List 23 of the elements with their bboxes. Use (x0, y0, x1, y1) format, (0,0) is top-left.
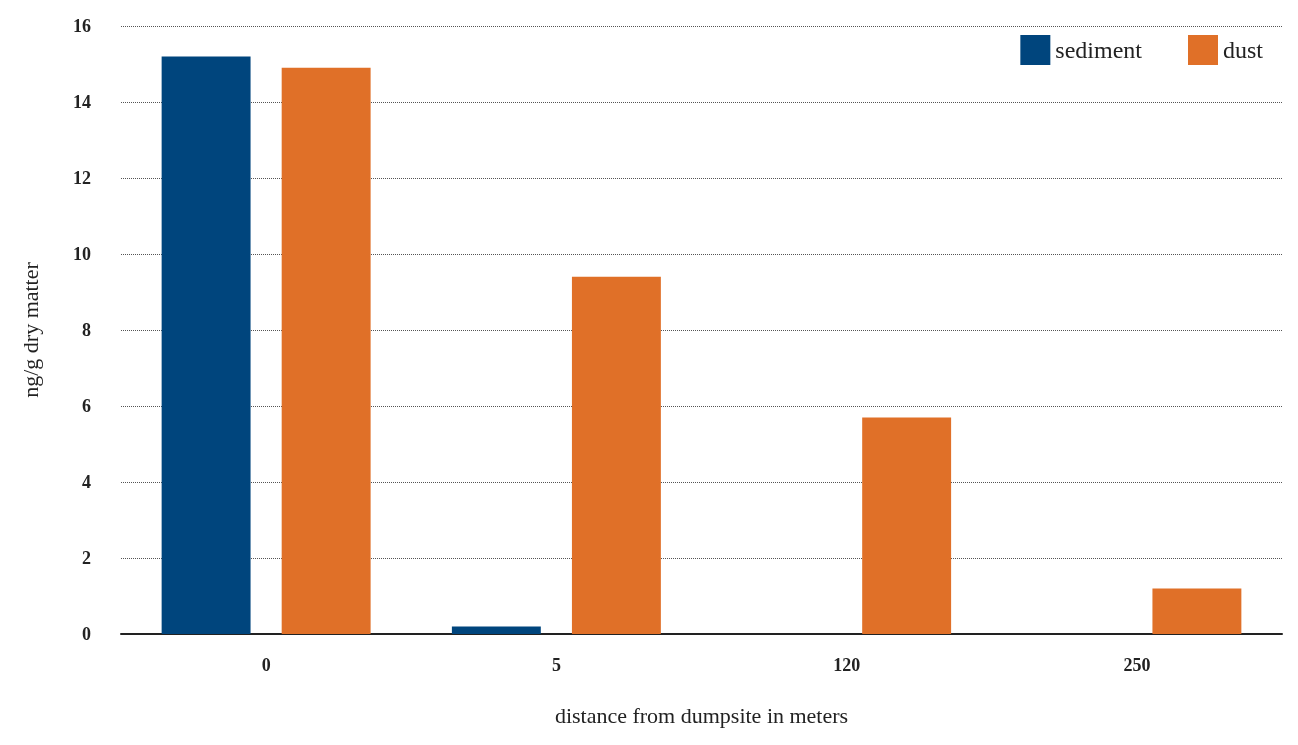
bar (281, 67, 371, 634)
y-tick-label: 14 (73, 92, 91, 112)
bar (571, 276, 661, 634)
y-tick-label: 0 (82, 624, 91, 644)
legend-label: sediment (1055, 37, 1143, 63)
y-tick-label: 6 (82, 396, 91, 416)
y-tick-label: 4 (82, 472, 91, 492)
x-axis-title: distance from dumpsite in meters (554, 702, 849, 728)
y-tick-label: 10 (73, 244, 91, 264)
x-tick-label: 0 (261, 655, 271, 675)
x-tick-label: 120 (833, 655, 861, 675)
bar (1152, 588, 1242, 634)
bar (161, 56, 251, 634)
x-tick-label: 250 (1123, 655, 1151, 675)
x-tick-label: 5 (551, 655, 561, 675)
y-tick-label: 12 (73, 168, 91, 188)
legend-label: dust (1222, 37, 1264, 63)
y-tick-label: 16 (73, 16, 91, 36)
y-axis-title: ng/g dry matter (17, 261, 43, 398)
bar (862, 417, 952, 634)
bar (451, 626, 541, 634)
y-tick-label: 2 (82, 548, 91, 568)
y-tick-label: 8 (82, 320, 91, 340)
